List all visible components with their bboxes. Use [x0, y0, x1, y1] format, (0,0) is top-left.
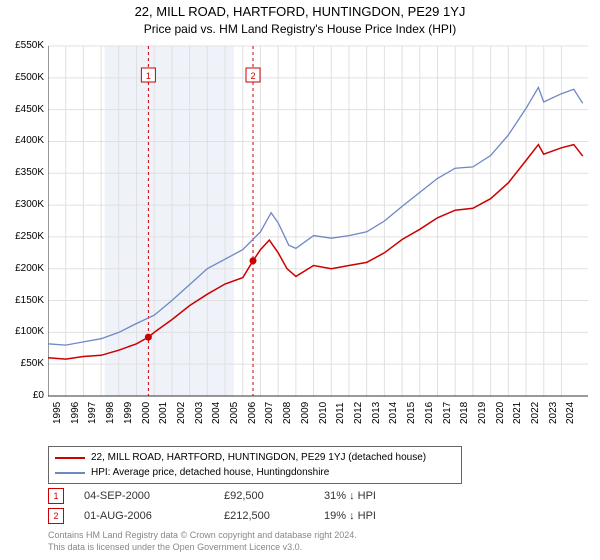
legend-item-hpi: HPI: Average price, detached house, Hunt…	[55, 465, 455, 480]
y-tick-label: £500K	[4, 72, 44, 83]
x-tick-label: 2016	[424, 402, 435, 424]
legend-item-property: 22, MILL ROAD, HARTFORD, HUNTINGDON, PE2…	[55, 450, 455, 465]
y-tick-label: £550K	[4, 40, 44, 51]
marker-price: £92,500	[224, 490, 324, 502]
x-tick-label: 2007	[264, 402, 275, 424]
x-tick-label: 2002	[176, 402, 187, 424]
x-tick-label: 2021	[512, 402, 523, 424]
x-tick-label: 1998	[105, 402, 116, 424]
x-tick-label: 2008	[282, 402, 293, 424]
x-tick-label: 2017	[442, 402, 453, 424]
x-tick-label: 2003	[194, 402, 205, 424]
y-tick-label: £0	[4, 390, 44, 401]
x-tick-label: 2000	[141, 402, 152, 424]
page-title: 22, MILL ROAD, HARTFORD, HUNTINGDON, PE2…	[0, 4, 600, 19]
legend-swatch	[55, 457, 85, 459]
x-tick-label: 1995	[52, 402, 63, 424]
x-tick-label: 2004	[211, 402, 222, 424]
footnote: Contains HM Land Registry data © Crown c…	[48, 530, 357, 553]
y-tick-label: £400K	[4, 135, 44, 146]
y-tick-label: £450K	[4, 104, 44, 115]
x-tick-label: 2011	[335, 402, 346, 424]
svg-text:1: 1	[146, 71, 151, 81]
price-chart: 12	[48, 42, 588, 422]
x-tick-label: 2005	[229, 402, 240, 424]
x-tick-label: 2018	[459, 402, 470, 424]
x-tick-label: 2013	[371, 402, 382, 424]
svg-text:2: 2	[251, 71, 256, 81]
x-tick-label: 1999	[123, 402, 134, 424]
x-tick-label: 1996	[70, 402, 81, 424]
x-tick-label: 2019	[477, 402, 488, 424]
x-tick-label: 2022	[530, 402, 541, 424]
footnote-line: Contains HM Land Registry data © Crown c…	[48, 530, 357, 540]
legend-label: 22, MILL ROAD, HARTFORD, HUNTINGDON, PE2…	[91, 450, 426, 465]
y-tick-label: £300K	[4, 199, 44, 210]
x-tick-label: 2014	[388, 402, 399, 424]
x-tick-label: 1997	[87, 402, 98, 424]
x-tick-label: 2010	[318, 402, 329, 424]
y-tick-label: £350K	[4, 167, 44, 178]
y-tick-label: £250K	[4, 231, 44, 242]
x-tick-label: 2006	[247, 402, 258, 424]
marker-table: 1 04-SEP-2000 £92,500 31% ↓ HPI 2 01-AUG…	[48, 486, 424, 526]
y-tick-label: £150K	[4, 295, 44, 306]
marker-row-2: 2 01-AUG-2006 £212,500 19% ↓ HPI	[48, 506, 424, 526]
x-tick-label: 2020	[495, 402, 506, 424]
footnote-line: This data is licensed under the Open Gov…	[48, 542, 302, 552]
x-tick-label: 2012	[353, 402, 364, 424]
legend-label: HPI: Average price, detached house, Hunt…	[91, 465, 329, 480]
x-tick-label: 2001	[158, 402, 169, 424]
marker-price: £212,500	[224, 510, 324, 522]
x-tick-label: 2015	[406, 402, 417, 424]
marker-date: 01-AUG-2006	[84, 510, 224, 522]
marker-badge-1: 1	[48, 488, 64, 504]
legend: 22, MILL ROAD, HARTFORD, HUNTINGDON, PE2…	[48, 446, 462, 484]
marker-delta: 31% ↓ HPI	[324, 490, 424, 502]
marker-row-1: 1 04-SEP-2000 £92,500 31% ↓ HPI	[48, 486, 424, 506]
y-tick-label: £200K	[4, 263, 44, 274]
marker-delta: 19% ↓ HPI	[324, 510, 424, 522]
y-tick-label: £50K	[4, 358, 44, 369]
marker-date: 04-SEP-2000	[84, 490, 224, 502]
marker-badge-2: 2	[48, 508, 64, 524]
page-subtitle: Price paid vs. HM Land Registry's House …	[0, 22, 600, 36]
x-tick-label: 2024	[565, 402, 576, 424]
x-tick-label: 2023	[548, 402, 559, 424]
y-tick-label: £100K	[4, 326, 44, 337]
legend-swatch	[55, 472, 85, 474]
x-tick-label: 2009	[300, 402, 311, 424]
